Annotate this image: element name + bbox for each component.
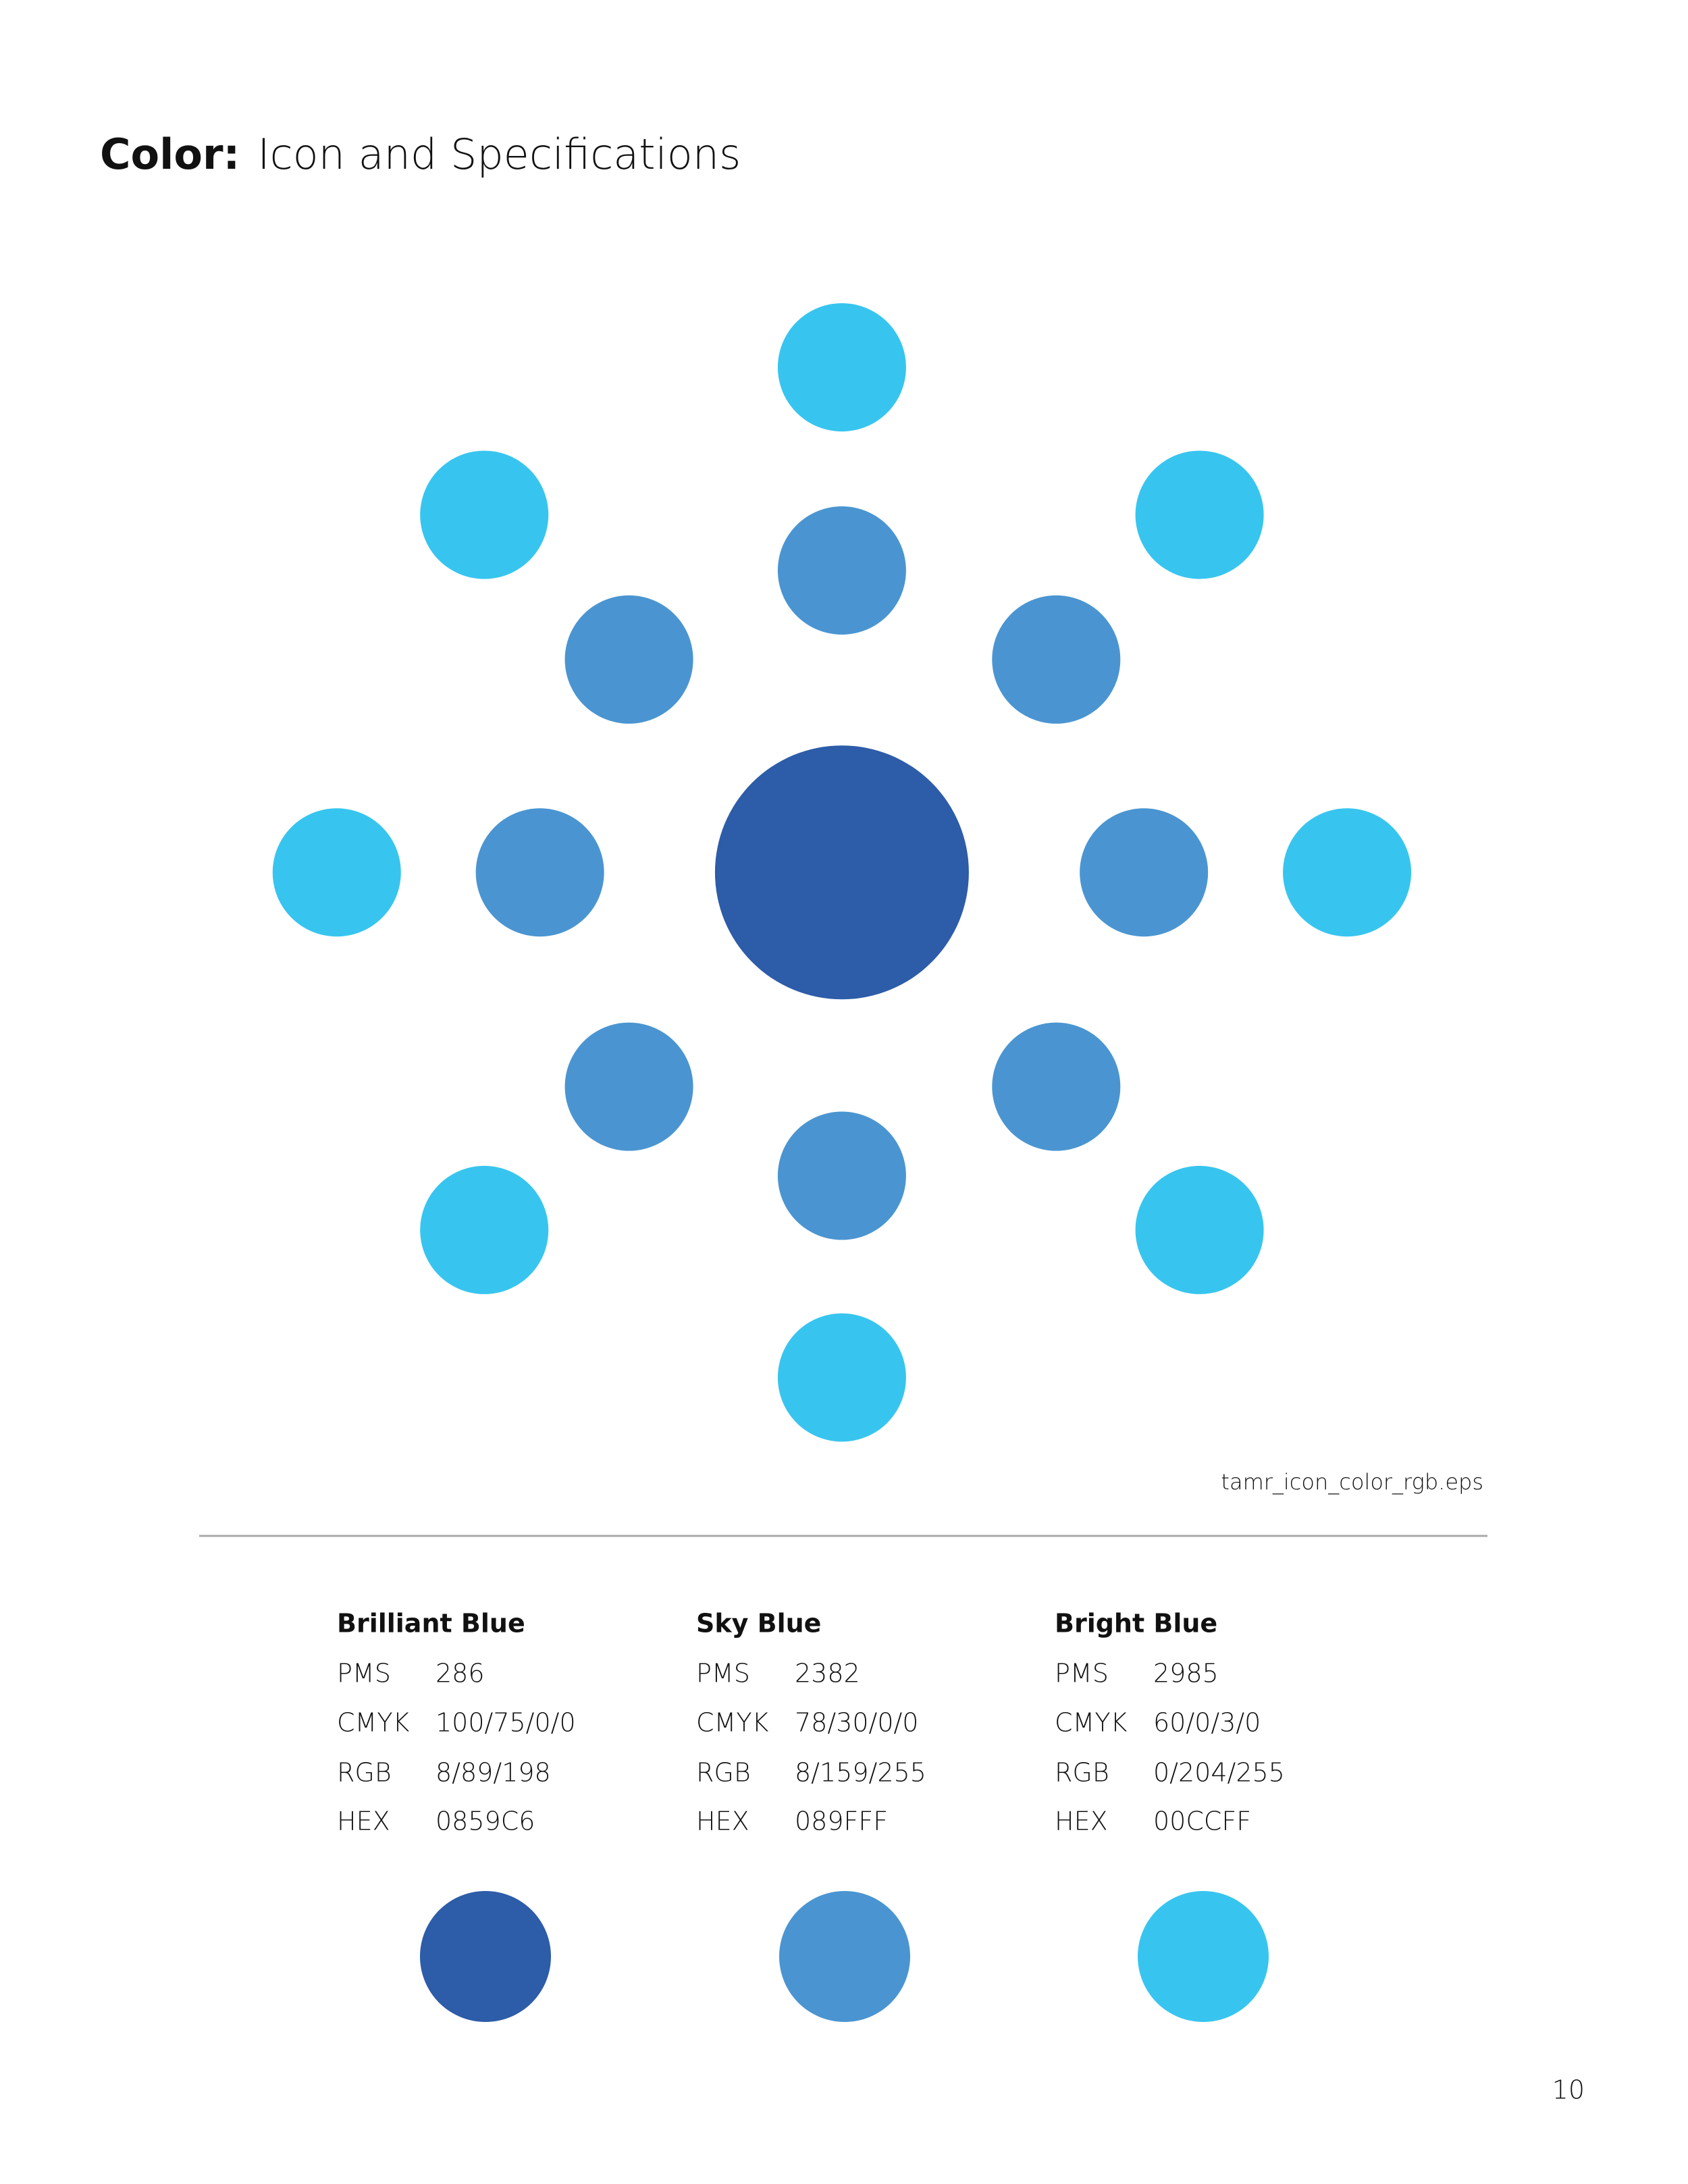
spec-value: 00CCFF (1153, 1807, 1251, 1836)
icon-center (714, 745, 969, 1000)
icon-dot (420, 1165, 549, 1294)
icon-dot (1080, 808, 1209, 937)
color-swatch (420, 1891, 551, 2022)
color-name: Brilliant Blue (337, 1609, 525, 1639)
page-number: 10 (1552, 2075, 1585, 2105)
icon-dot (992, 1022, 1121, 1151)
icon-dot (777, 506, 906, 635)
spec-value: 2382 (795, 1659, 860, 1688)
icon-dot (564, 1022, 693, 1151)
spec-value: 0/204/255 (1153, 1758, 1285, 1788)
header-label: Color: (100, 130, 240, 179)
spec-value: 8/159/255 (795, 1758, 926, 1788)
spec-label: RGB (696, 1758, 751, 1788)
color-swatch (1138, 1891, 1269, 2022)
spec-label: RGB (1055, 1758, 1109, 1788)
spec-label: HEX (337, 1807, 390, 1836)
icon-dot (1135, 450, 1264, 579)
file-name: tamr_icon_color_rgb.eps (1221, 1469, 1483, 1495)
icon-dot (420, 450, 549, 579)
header-title: Icon and Specifications (257, 130, 741, 179)
color-swatch (779, 1891, 910, 2022)
spec-value: 78/30/0/0 (795, 1708, 918, 1738)
icon-dot (475, 808, 604, 937)
header: Color: Icon and Specifications (100, 130, 741, 179)
icon-dot (564, 595, 693, 724)
spec-label: PMS (696, 1659, 750, 1688)
spec-label: HEX (1055, 1807, 1108, 1836)
icon-dot (777, 1111, 906, 1240)
spec-label: CMYK (337, 1708, 410, 1738)
spec-label: CMYK (696, 1708, 769, 1738)
spec-label: RGB (337, 1758, 392, 1788)
spec-value: 2985 (1153, 1659, 1219, 1688)
spec-value: 286 (436, 1659, 485, 1688)
spec-value: 089FFF (795, 1807, 888, 1836)
icon-dot (1135, 1165, 1264, 1294)
icon-dot (777, 303, 906, 432)
spec-value: 60/0/3/0 (1153, 1708, 1261, 1738)
spec-label: PMS (337, 1659, 391, 1688)
color-name: Bright Blue (1055, 1609, 1217, 1639)
icon-dot (992, 595, 1121, 724)
spec-label: CMYK (1055, 1708, 1128, 1738)
icon-dot (1283, 808, 1412, 937)
spec-value: 100/75/0/0 (436, 1708, 576, 1738)
spec-value: 8/89/198 (436, 1758, 551, 1788)
specs: Brilliant Blue PMS 286 CMYK 100/75/0/0 RGB 8/8… (337, 1609, 1285, 2022)
color-name: Sky Blue (696, 1609, 821, 1639)
icon-dot (272, 808, 401, 937)
spec-value: 0859C6 (436, 1807, 535, 1836)
icon (272, 303, 1412, 1442)
icon-dot (777, 1313, 906, 1442)
spec-label: HEX (696, 1807, 749, 1836)
spec-label: PMS (1055, 1659, 1109, 1688)
